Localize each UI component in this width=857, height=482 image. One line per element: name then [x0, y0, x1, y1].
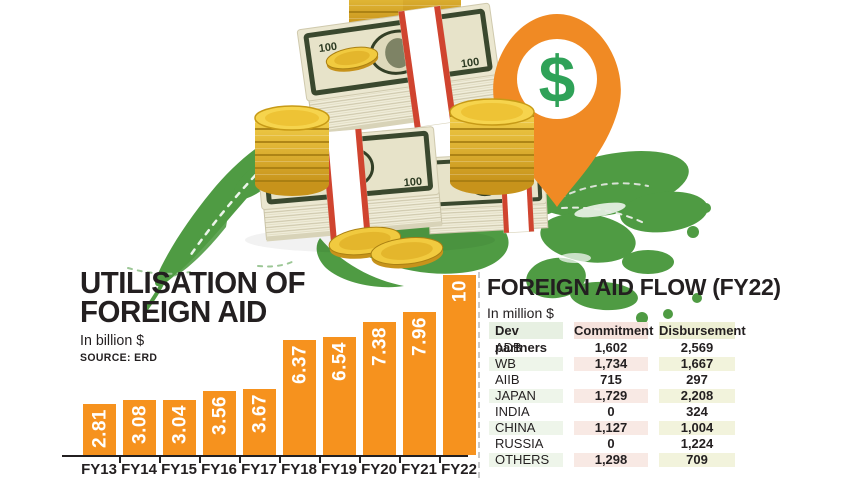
bar-fy19: 6.54	[323, 337, 356, 455]
bar-fy18: 6.37	[283, 340, 316, 455]
table-cell-partner-russia: RUSSIA	[495, 436, 544, 451]
axis-tick	[159, 457, 161, 463]
bar-fy21: 7.96	[403, 312, 436, 455]
x-axis-label-fy18: FY18	[281, 461, 317, 478]
bar-fy14: 3.08	[123, 400, 156, 455]
x-axis-labels: FY13 FY14 FY15 FY16 FY17 FY18 FY19 FY20 FY21 FY22	[79, 461, 479, 478]
axis-tick	[239, 457, 241, 463]
table-cell-partner-adb: ADB	[495, 340, 522, 355]
axis-tick	[119, 457, 121, 463]
table-cell-value: 2,569	[680, 340, 714, 355]
axis-tick	[319, 457, 321, 463]
table-cell-partner-india: INDIA	[495, 404, 530, 419]
x-axis-line	[62, 455, 468, 457]
axis-tick	[279, 457, 281, 463]
table-cell-value: 709	[659, 453, 735, 467]
x-axis-ticks	[62, 457, 468, 465]
table-cell-value: 1,602	[594, 340, 628, 355]
table-header-partners: Dev partners	[489, 322, 563, 355]
table-cell-value: 1,004	[659, 421, 735, 435]
svg-text:100: 100	[318, 41, 338, 55]
svg-text:100: 100	[403, 176, 422, 190]
x-axis-label-fy13: FY13	[81, 461, 117, 478]
bar-fy22: 10	[443, 275, 476, 455]
x-axis-label-fy17: FY17	[241, 461, 277, 478]
x-axis-label-fy20: FY20	[361, 461, 397, 478]
coin-flat-on-stack	[325, 46, 379, 72]
x-axis-label-fy15: FY15	[161, 461, 197, 478]
bar-value-label: 3.08	[129, 405, 150, 444]
table-cell-value: 715	[600, 372, 622, 387]
currency-band	[398, 5, 457, 128]
chart-source-label: SOURCE: ERD	[80, 352, 158, 365]
axis-tick	[199, 457, 201, 463]
bar-value-label: 6.37	[289, 345, 310, 384]
table-cell-value: 1,224	[680, 436, 714, 451]
chart-title-line1: UTILISATION OF	[80, 265, 306, 300]
table-cell-value: 0	[607, 404, 615, 419]
coin-stack-right	[449, 98, 535, 195]
hero-illustration: 100 100 100 100	[127, 0, 711, 324]
axis-tick	[399, 457, 401, 463]
table-cell-value: 324	[686, 404, 708, 419]
table-unit-label: In million $	[487, 305, 554, 321]
money-stack-top-bundle: 100 100	[296, 2, 505, 137]
axis-tick	[359, 457, 361, 463]
chart-unit-label: In billion $	[80, 332, 145, 350]
svg-text:100: 100	[460, 56, 480, 70]
table-cell-partner-wb: WB	[489, 357, 563, 371]
bar-fy20: 7.38	[363, 322, 396, 455]
bar-value-label: 10	[449, 280, 470, 303]
bar-value-label: 7.96	[409, 317, 430, 356]
table-header-commitment: Commitment	[574, 322, 654, 339]
chart-title: UTILISATION OF FOREIGN AID	[80, 265, 306, 330]
bar-fy15: 3.04	[163, 400, 196, 455]
table-header-disbursement: Disbursement	[659, 322, 746, 339]
table-title: FOREIGN AID FLOW (FY22)	[487, 274, 781, 300]
table-cell-partner-china: CHINA	[489, 421, 563, 435]
table-cell-partner-aiib: AIIB	[495, 372, 520, 387]
bar-value-label: 2.81	[89, 409, 110, 448]
x-axis-label-fy22: FY22	[441, 461, 477, 478]
bar-value-label: 3.56	[209, 396, 230, 435]
table-cell-value: 297	[686, 372, 708, 387]
table-cell-partner-others: OTHERS	[489, 453, 563, 467]
bar-fy16: 3.56	[203, 391, 236, 455]
bar-value-label: 3.04	[169, 405, 190, 444]
bar-fy17: 3.67	[243, 389, 276, 455]
aid-table: Dev partners Commitment Disbursement ADB 1,6…	[489, 322, 746, 467]
coin-stack-left	[254, 105, 330, 196]
axis-tick	[439, 457, 441, 463]
x-axis-label-fy14: FY14	[121, 461, 157, 478]
table-cell-value: 0	[607, 436, 615, 451]
section-divider	[478, 272, 480, 478]
table-cell-value: 2,208	[659, 389, 735, 403]
x-axis-label-fy21: FY21	[401, 461, 437, 478]
x-axis-label-fy19: FY19	[321, 461, 357, 478]
chart-title-line2: FOREIGN AID	[80, 294, 267, 330]
table-cell-value: 1,734	[574, 357, 648, 371]
table-header-block: FOREIGN AID FLOW (FY22) In million $	[487, 274, 781, 321]
table-cell-value: 1,729	[574, 389, 648, 403]
bar-value-label: 3.67	[249, 394, 270, 433]
bar-value-label: 7.38	[369, 327, 390, 366]
bar-group: 2.81 3.08 3.04 3.56 3.67 6.37 6.54 7.38 7.96 10	[83, 275, 476, 455]
table-cell-value: 1,127	[574, 421, 648, 435]
x-axis-label-fy16: FY16	[201, 461, 237, 478]
table-cell-value: 1,298	[574, 453, 648, 467]
dollar-sign: $	[539, 42, 576, 116]
bar-fy13: 2.81	[83, 404, 116, 455]
coin-flat-pair	[328, 226, 444, 269]
table-cell-partner-japan: JAPAN	[489, 389, 563, 403]
bar-value-label: 6.54	[329, 342, 350, 381]
bar-chart-header: UTILISATION OF FOREIGN AID In billion $ …	[80, 265, 306, 365]
table-cell-value: 1,667	[659, 357, 735, 371]
